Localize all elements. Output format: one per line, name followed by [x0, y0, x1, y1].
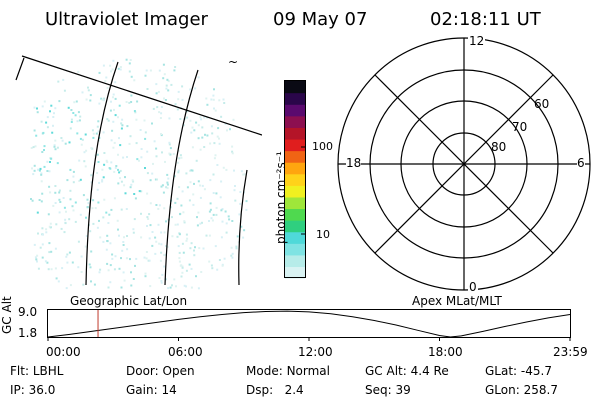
colorbar-segment — [285, 138, 305, 152]
timeline-xtick-6: 06:00 — [168, 345, 203, 359]
colorbar-segment — [285, 162, 305, 175]
lat-label-60: 60 — [534, 97, 550, 111]
colorbar-segment — [285, 208, 305, 221]
status-glat: GLat: -45.7 — [485, 364, 552, 378]
colorbar-segment — [285, 127, 305, 140]
colorbar-tick-label-100: 100 — [312, 140, 333, 153]
status-gain: Gain: 14 — [126, 383, 177, 397]
status-dsp: Dsp: 2.4 — [246, 383, 304, 397]
colorbar-segment — [285, 266, 305, 279]
status-door: Door: Open — [126, 364, 195, 378]
altitude-timeline — [47, 309, 571, 341]
time-label: 02:18:11 UT — [430, 9, 541, 30]
corner-mark: ~ — [228, 55, 238, 69]
colorbar-unit-label: photon cm⁻²s⁻¹ — [274, 151, 288, 244]
timeline-xtick-12: 12:00 — [298, 345, 333, 359]
timeline-xtick-2359: 23:59 — [553, 345, 588, 359]
instrument-title: Ultraviolet Imager — [45, 9, 208, 30]
timeline-ytick-1.8: 1.8 — [18, 326, 38, 340]
colorbar-segment — [285, 196, 305, 210]
colorbar-tick-label-10: 10 — [316, 228, 330, 241]
mlt-label-12: 12 — [468, 34, 486, 48]
polar-plot — [337, 37, 591, 291]
mlt-label-0: 0 — [468, 280, 478, 294]
polar-diagonal-2 — [374, 74, 554, 254]
colorbar-segment — [285, 243, 305, 256]
geo-lon-line-1 — [85, 61, 119, 286]
status-ip: IP: 36.0 — [10, 383, 56, 397]
timeline-ytick-9: 9.0 — [18, 305, 38, 319]
colorbar-segment — [285, 92, 305, 105]
date-label: 09 May 07 — [273, 9, 368, 30]
colorbar-segment — [285, 115, 305, 128]
geo-lat-line-edge — [15, 57, 25, 81]
status-seq: Seq: 39 — [365, 383, 411, 397]
emission-speckle — [30, 58, 248, 290]
status-glon: GLon: 258.7 — [485, 383, 558, 397]
colorbar-segment — [285, 104, 305, 117]
timeline-frame — [47, 309, 571, 338]
geo-lat-line — [21, 55, 262, 136]
status-filter: Flt: LBHL — [10, 364, 64, 378]
geographic-label: Geographic Lat/Lon — [70, 294, 188, 308]
lat-label-80: 80 — [491, 140, 507, 154]
colorbar-frame — [284, 80, 306, 278]
colorbar-segment — [285, 220, 305, 233]
colorbar-segment — [285, 81, 305, 94]
timeline-xtick-18: 18:00 — [428, 345, 463, 359]
colorbar-segment — [285, 150, 305, 163]
geo-lon-line-2 — [164, 69, 199, 286]
status-gcalt: GC Alt: 4.4 Re — [365, 364, 449, 378]
timeline-xtick-0: 00:00 — [46, 345, 81, 359]
colorbar-segment — [285, 231, 305, 244]
altitude-series-line — [47, 310, 571, 338]
colorbar-segment — [285, 173, 305, 186]
apex-label: Apex MLat/MLT — [412, 294, 502, 308]
mlt-label-6: 6 — [577, 156, 585, 170]
colorbar — [284, 80, 306, 279]
status-mode: Mode: Normal — [246, 364, 330, 378]
timeline-ylabel: GC Alt — [0, 296, 14, 334]
colorbar-segment — [285, 185, 305, 198]
mlt-label-18: 18 — [346, 156, 362, 170]
geo-lon-line-3 — [238, 169, 248, 286]
uv-image-panel: ~ — [15, 55, 262, 290]
colorbar-segment — [285, 254, 305, 268]
lat-label-70: 70 — [512, 120, 528, 134]
